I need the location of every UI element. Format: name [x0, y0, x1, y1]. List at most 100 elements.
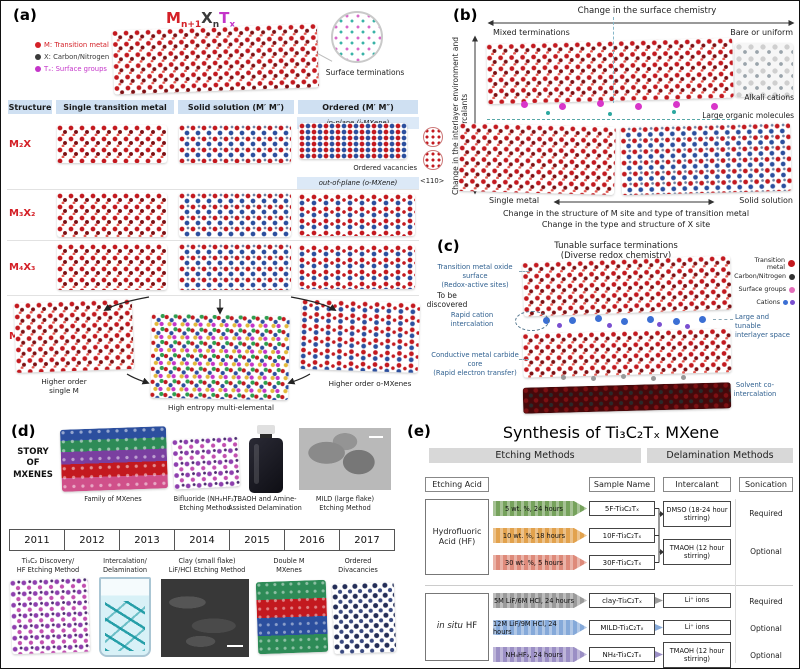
- caption-line: MXenes: [276, 565, 302, 574]
- m2x-solid-solution-render: [179, 125, 291, 163]
- legend-item-transition-metal: Transition metal: [737, 257, 795, 271]
- legend-item-t: Tₓ: Surface groups: [35, 63, 109, 75]
- hf-condition-arrow-2: 10 wt. %, 18 hours: [493, 528, 587, 543]
- caption-line: Ti₃C₂ Discovery/: [21, 557, 75, 565]
- caption-clay: Clay (small flake) LiF/HCl Etching Metho…: [159, 557, 255, 574]
- m4x3-single-render: [57, 244, 167, 290]
- legend-item-carbon-nitrogen: Carbon/Nitrogen: [734, 270, 795, 283]
- panel-a-legend: M: Transition metal X: Carbon/Nitrogen T…: [35, 39, 109, 75]
- insitu-condition-arrow-2: 12M LiF/9M HCl, 24 hours: [493, 620, 587, 635]
- row-divider: [7, 295, 419, 296]
- caption-family: Family of MXenes: [59, 495, 167, 504]
- bottle-cap: [257, 425, 275, 434]
- higher-order-single-label: Higher order single M: [41, 377, 87, 395]
- solid-solution-label: Solid solution: [739, 196, 793, 205]
- row-divider: [7, 240, 419, 241]
- high-entropy-label: High entropy multi-elemental: [168, 403, 274, 412]
- leader-line: [713, 319, 733, 320]
- m2x-single-render: [57, 125, 167, 163]
- col-header-single: Single transition metal: [55, 99, 175, 115]
- to-be-discovered-label: To be discovered: [426, 291, 468, 310]
- caption-line: Divacancies: [338, 565, 378, 574]
- caption-line: Double M: [273, 557, 305, 565]
- oxide-annotation-line2: (Redox-active sites): [441, 280, 509, 289]
- scale-bar: [369, 436, 383, 438]
- sonication-column-divider: [735, 499, 736, 663]
- timeline-year-2017: 2017: [339, 529, 395, 551]
- direction-label: <110>: [420, 177, 445, 185]
- core-annotation-line1: Conductive metal carbide core: [431, 351, 519, 368]
- hf-condition-arrow-3: 30 wt. %, 5 hours: [493, 555, 587, 570]
- mxene-formula: Mn+1XnTx: [166, 9, 235, 30]
- oxide-annotation: Transition metal oxide surface (Redox-ac…: [431, 263, 519, 289]
- single-metal-label: Single metal: [489, 196, 540, 205]
- formula-x: X: [201, 9, 213, 27]
- caption-line: MILD (large flake): [315, 495, 375, 503]
- caption-line: HF Etching Method: [16, 565, 80, 574]
- sample-10f-box: 10F-Ti₃C₂Tₓ: [589, 528, 655, 543]
- bottle-body: [249, 438, 283, 493]
- row-label-m2x: M₂X: [9, 139, 32, 150]
- caption-line: Family of MXenes: [84, 495, 142, 503]
- transition-metal-icon: [788, 260, 795, 267]
- caption-bifluoride: Bifluoride (NH₄HF₂) Etching Method: [159, 495, 251, 512]
- row-label-m4x3: M₄X₃: [9, 262, 36, 273]
- col-header-solid-solution: Solid solution (M′ M″): [177, 99, 295, 115]
- surface-terminations-inset: [331, 11, 383, 63]
- mild-flake-sem-image: [299, 428, 391, 490]
- organic-molecule-ions: [546, 111, 550, 115]
- panel-c-label: (c): [437, 237, 460, 255]
- beaker-image: [99, 577, 151, 657]
- sonication-optional-label-3: Optional: [750, 651, 782, 660]
- surface-groups-icon: [789, 286, 795, 293]
- formula-x-sub: n: [212, 20, 220, 30]
- alkali-cation-ions: [521, 101, 528, 108]
- caption-tbaoh: TBAOH and Amine- Assisted Delamination: [223, 495, 307, 512]
- story-line1: STORY: [17, 447, 49, 457]
- sonication-optional-label-2: Optional: [750, 624, 782, 633]
- m-atom-icon: [35, 42, 41, 48]
- caption-double-m: Double M MXenes: [261, 557, 317, 574]
- formula-m-sub: n+1: [180, 20, 202, 30]
- scale-bar: [227, 645, 243, 647]
- cation-highlight-oval: [515, 311, 549, 331]
- caption-intercalation: Intercalation/ Delamination: [95, 557, 155, 574]
- formula-t-sub: x: [229, 20, 236, 30]
- intercalant-divider: [487, 119, 735, 120]
- caption-line: LiF/HCl Etching Method: [168, 565, 246, 574]
- col-header-sonication: Sonication: [739, 477, 793, 492]
- interlayer-annotation-line1: Large and tunable: [735, 313, 770, 330]
- col-header-sample-name: Sample Name: [589, 477, 655, 492]
- solvent-molecules: [561, 375, 566, 380]
- story-line2: OF: [26, 458, 40, 469]
- hf-condition-arrow-1: 5 wt. %, 24 hours: [493, 501, 587, 516]
- t-atom-icon: [35, 66, 41, 72]
- redox-chemistry-subtitle: (Diverse redox chemistry): [560, 251, 672, 261]
- delamination-methods-header: Delamination Methods: [647, 448, 793, 463]
- panel-d-label: (d): [11, 422, 36, 440]
- li-ions-box-1: Li⁺ ions: [663, 593, 731, 608]
- etching-methods-header: Etching Methods: [429, 448, 641, 463]
- caption-ti3c2-discovery: Ti₃C₂ Discovery/ HF Etching Method: [7, 557, 89, 574]
- cations-icon: [783, 300, 788, 305]
- insitu-italic: in situ: [436, 621, 463, 632]
- leader-line: [519, 359, 529, 360]
- caption-line: Intercalation/: [103, 557, 147, 565]
- sample-5f-box: 5F-Ti₃C₂Tₓ: [589, 501, 655, 516]
- sonication-required-label-2: Required: [749, 597, 783, 606]
- tmaoh-box-2: TMAOH (12 hour stirring): [663, 642, 731, 668]
- formula-m: M: [166, 9, 181, 27]
- sonication-required-label: Required: [749, 509, 783, 518]
- legend-label: Carbon/Nitrogen: [734, 273, 786, 280]
- bare-mxene-render: [735, 43, 793, 97]
- li-ions-box-2: Li⁺ ions: [663, 620, 731, 635]
- sonication-optional-label: Optional: [750, 547, 782, 556]
- caption-line: TBAOH and Amine-: [233, 495, 297, 503]
- panel-a-arrows: [103, 296, 337, 385]
- carbon-nitrogen-icon: [789, 273, 795, 280]
- clay-sem-image: [161, 579, 249, 657]
- caption-mild: MILD (large flake) Etching Method: [301, 495, 389, 512]
- bottle-highlight: [254, 444, 259, 484]
